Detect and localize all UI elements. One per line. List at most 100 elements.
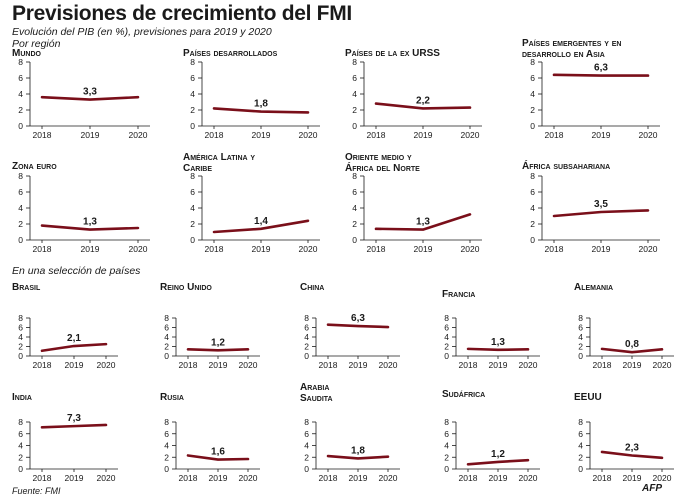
y-tick-label: 2 bbox=[304, 452, 309, 462]
y-tick-label: 2 bbox=[18, 219, 23, 229]
y-tick-label: 8 bbox=[304, 417, 309, 427]
y-tick-label: 0 bbox=[304, 351, 309, 361]
series-line bbox=[326, 323, 390, 329]
panel-title: Países emergentes y en bbox=[522, 38, 621, 49]
panel-title: América Latina y bbox=[183, 152, 255, 163]
x-tick-label: 2018 bbox=[367, 130, 386, 140]
series-line bbox=[600, 347, 664, 354]
series-line bbox=[186, 454, 250, 461]
chart-panel: Rusia 0 24 6 8 2018 2019 2020 1,6 bbox=[160, 392, 260, 483]
x-tick-label: 2019 bbox=[81, 130, 100, 140]
x-tick-label: 2018 bbox=[593, 360, 612, 370]
data-label-2019: 2,3 bbox=[625, 442, 639, 453]
y-tick-label: 4 bbox=[352, 89, 357, 99]
y-tick-label: 8 bbox=[578, 313, 583, 323]
y-tick-label: 6 bbox=[530, 73, 535, 83]
y-tick-label: 4 bbox=[18, 89, 23, 99]
y-tick-label: 8 bbox=[18, 171, 23, 181]
x-tick-label: 2018 bbox=[459, 473, 478, 483]
x-tick-label: 2018 bbox=[179, 360, 198, 370]
y-tick-label: 8 bbox=[444, 417, 449, 427]
data-label-2019: 1,4 bbox=[254, 216, 268, 227]
x-tick-label: 2019 bbox=[414, 244, 433, 254]
data-label-2019: 1,3 bbox=[83, 217, 97, 228]
y-tick-label: 8 bbox=[164, 417, 169, 427]
x-tick-label: 2020 bbox=[519, 360, 538, 370]
data-label-2019: 1,8 bbox=[351, 445, 365, 456]
x-tick-label: 2019 bbox=[623, 473, 642, 483]
x-tick-label: 2018 bbox=[319, 360, 338, 370]
y-tick-label: 0 bbox=[352, 121, 357, 131]
y-tick-label: 4 bbox=[18, 332, 23, 342]
x-tick-label: 2019 bbox=[65, 473, 84, 483]
y-tick-label: 0 bbox=[18, 235, 23, 245]
y-tick-label: 4 bbox=[164, 441, 169, 451]
x-tick-label: 2020 bbox=[129, 244, 148, 254]
x-tick-label: 2020 bbox=[299, 244, 318, 254]
panel-title: África subsahariana bbox=[522, 159, 610, 172]
y-tick-label: 4 bbox=[530, 89, 535, 99]
y-tick-label: 8 bbox=[18, 57, 23, 67]
panel-title: Rusia bbox=[160, 392, 184, 403]
y-tick-label: 8 bbox=[352, 171, 357, 181]
y-tick-label: 6 bbox=[578, 429, 583, 439]
series-line bbox=[326, 454, 390, 460]
y-tick-label: 8 bbox=[444, 313, 449, 323]
y-tick-label: 4 bbox=[444, 332, 449, 342]
y-tick-label: 2 bbox=[18, 452, 23, 462]
data-label-2019: 3,3 bbox=[83, 87, 97, 98]
x-tick-label: 2020 bbox=[129, 130, 148, 140]
y-tick-label: 2 bbox=[578, 342, 583, 352]
x-tick-label: 2020 bbox=[299, 130, 318, 140]
y-tick-label: 0 bbox=[352, 235, 357, 245]
y-tick-label: 0 bbox=[164, 351, 169, 361]
panel-title: África del Norte bbox=[345, 161, 420, 174]
chart-panel: Países de la ex URSS 0 2 4 6 8 2018 2019 2020 2,2 bbox=[345, 48, 482, 140]
y-tick-label: 2 bbox=[164, 452, 169, 462]
y-tick-label: 6 bbox=[304, 429, 309, 439]
y-tick-label: 2 bbox=[530, 219, 535, 229]
y-tick-label: 6 bbox=[18, 73, 23, 83]
y-tick-label: 8 bbox=[530, 57, 535, 67]
y-tick-label: 2 bbox=[444, 342, 449, 352]
y-tick-label: 0 bbox=[18, 121, 23, 131]
page-subtitle: Evolución del PIB (en %), previsiones pa… bbox=[12, 26, 272, 50]
y-tick-label: 6 bbox=[18, 187, 23, 197]
y-tick-label: 4 bbox=[578, 441, 583, 451]
x-tick-label: 2020 bbox=[239, 360, 258, 370]
y-tick-label: 0 bbox=[304, 464, 309, 474]
data-label-2019: 6,3 bbox=[594, 63, 608, 74]
series-line bbox=[40, 342, 108, 353]
x-tick-label: 2019 bbox=[349, 473, 368, 483]
series-line bbox=[466, 347, 530, 352]
x-tick-label: 2018 bbox=[319, 473, 338, 483]
panel-title: Caribe bbox=[183, 163, 212, 174]
y-tick-label: 2 bbox=[18, 342, 23, 352]
y-tick-label: 4 bbox=[352, 203, 357, 213]
y-tick-label: 2 bbox=[352, 105, 357, 115]
y-tick-label: 6 bbox=[578, 323, 583, 333]
panel-title: India bbox=[12, 392, 32, 403]
y-tick-label: 0 bbox=[190, 235, 195, 245]
y-tick-label: 4 bbox=[304, 441, 309, 451]
panel-title: EEUU bbox=[574, 392, 602, 403]
y-tick-label: 6 bbox=[444, 429, 449, 439]
y-tick-label: 4 bbox=[444, 441, 449, 451]
chart-panel: África subsahariana 0 2 4 6 8 2018 2019 2020 3,5 bbox=[522, 159, 660, 254]
x-tick-label: 2018 bbox=[33, 244, 52, 254]
x-tick-label: 2020 bbox=[639, 130, 658, 140]
x-tick-label: 2019 bbox=[349, 360, 368, 370]
data-label-2019: 7,3 bbox=[67, 413, 81, 424]
y-tick-label: 2 bbox=[190, 219, 195, 229]
series-line bbox=[552, 73, 650, 77]
x-tick-label: 2020 bbox=[461, 244, 480, 254]
y-tick-label: 8 bbox=[352, 57, 357, 67]
chart-panel: Sudáfrica 0 24 6 8 2018 2019 2020 1,2 bbox=[442, 389, 540, 483]
y-tick-label: 6 bbox=[352, 73, 357, 83]
x-tick-label: 2019 bbox=[489, 360, 508, 370]
data-label-2019: 2,1 bbox=[67, 333, 81, 344]
